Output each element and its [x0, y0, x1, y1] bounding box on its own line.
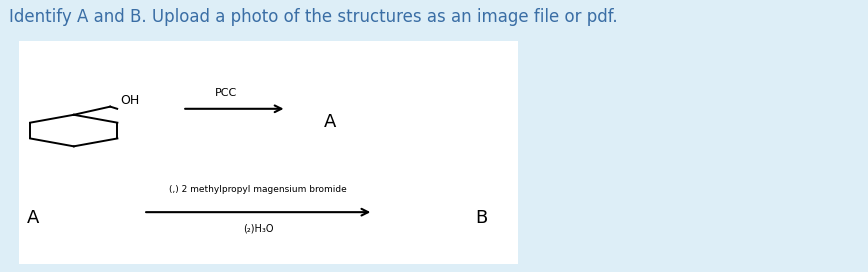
FancyBboxPatch shape [19, 41, 518, 264]
Text: Identify A and B. Upload a photo of the structures as an image file or pdf.: Identify A and B. Upload a photo of the … [9, 8, 617, 26]
Text: (,) 2 methylpropyl magensium bromide: (,) 2 methylpropyl magensium bromide [169, 186, 347, 194]
Text: PCC: PCC [214, 88, 237, 98]
Text: A: A [27, 209, 39, 227]
Text: (₂)H₃O: (₂)H₃O [243, 223, 273, 233]
Text: A: A [324, 113, 336, 131]
Text: B: B [476, 209, 488, 227]
Text: OH: OH [120, 94, 139, 107]
